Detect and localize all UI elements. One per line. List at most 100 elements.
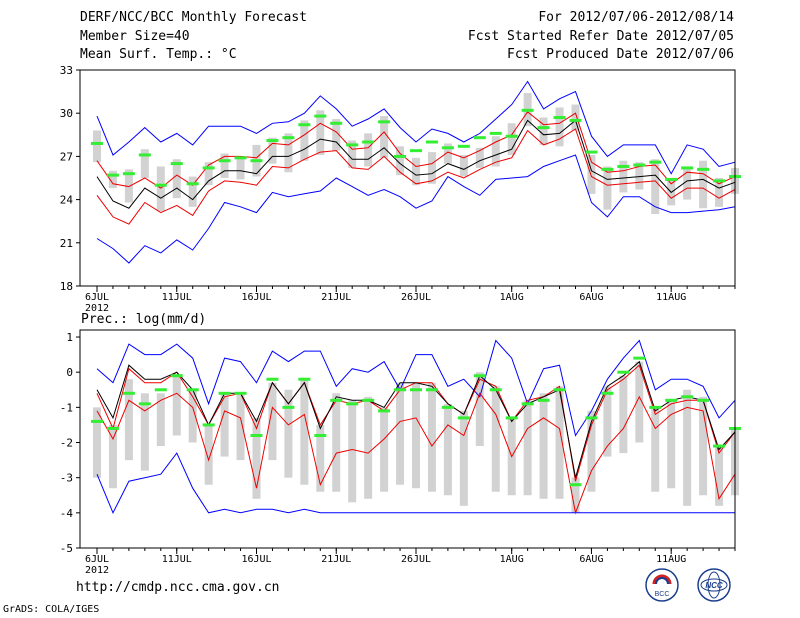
member-size: Member Size=40 bbox=[80, 29, 190, 44]
temperature-panel: 18 21 24 27 30 33 6JUL 11JUL 16JUL 21JUL 26JUL 1AUG… bbox=[60, 64, 741, 314]
x-tick-label: 11JUL bbox=[162, 292, 192, 303]
observation-mark bbox=[138, 153, 151, 157]
y-tick-label: 30 bbox=[60, 107, 73, 120]
spread-bar bbox=[140, 393, 149, 471]
y-tick-label: 24 bbox=[60, 194, 74, 207]
observation-mark bbox=[234, 391, 247, 395]
bcc-logo-icon: BCC bbox=[645, 568, 679, 602]
spread-bar bbox=[380, 407, 389, 492]
lower-percentile-line bbox=[96, 128, 736, 225]
spread-bar bbox=[619, 160, 628, 193]
observation-mark bbox=[410, 149, 422, 153]
grads-credit: GrADS: COLA/IGES bbox=[3, 604, 100, 615]
spread-bar bbox=[667, 400, 676, 489]
observation-mark bbox=[713, 179, 726, 183]
observation-mark bbox=[569, 483, 582, 487]
spread-bar bbox=[635, 361, 644, 443]
observation-mark bbox=[553, 388, 566, 392]
spread-bar bbox=[571, 477, 580, 513]
spread-bar bbox=[523, 400, 532, 496]
observation-mark bbox=[378, 120, 391, 124]
fcst-produced-date: Fcst Produced Date 2012/07/06 bbox=[507, 47, 734, 62]
spread-bar bbox=[491, 136, 500, 167]
spread-bar bbox=[539, 117, 548, 145]
observation-mark bbox=[186, 182, 199, 186]
spread-bar bbox=[364, 396, 373, 499]
observation-mark bbox=[202, 166, 215, 170]
spread-bar bbox=[93, 407, 101, 478]
spread-bar bbox=[443, 403, 452, 496]
spread-bar bbox=[284, 133, 293, 173]
observation-mark bbox=[122, 391, 135, 395]
spread-bar bbox=[396, 146, 405, 176]
y-tick-label: -3 bbox=[60, 472, 73, 485]
observation-mark bbox=[441, 405, 454, 409]
observation-mark bbox=[394, 388, 407, 392]
observation-mark bbox=[218, 159, 231, 163]
spread-bar bbox=[348, 400, 357, 503]
observation-mark bbox=[473, 136, 486, 140]
observation-mark bbox=[697, 167, 710, 171]
spread-bar bbox=[108, 424, 117, 489]
x-tick-label: 1AUG bbox=[500, 554, 524, 565]
spread-bar bbox=[443, 143, 452, 164]
y-tick-label: 33 bbox=[60, 64, 73, 77]
observation-mark bbox=[537, 398, 550, 402]
spread-bar bbox=[300, 379, 309, 485]
spread-bar bbox=[93, 130, 101, 163]
observation-mark bbox=[473, 374, 486, 378]
observation-mark bbox=[266, 377, 279, 381]
spread-bar bbox=[539, 393, 548, 499]
observation-mark bbox=[346, 402, 359, 406]
x-tick-label: 21JUL bbox=[321, 554, 351, 565]
observation-mark bbox=[489, 131, 502, 135]
observation-mark bbox=[234, 156, 247, 160]
y-tick-label: -4 bbox=[60, 507, 74, 520]
spread-bar bbox=[108, 170, 117, 189]
spread-bar bbox=[507, 123, 516, 155]
y-tick-label: 1 bbox=[66, 331, 73, 344]
spread-bar bbox=[427, 382, 436, 492]
observation-mark bbox=[505, 416, 518, 420]
observation-mark bbox=[106, 426, 119, 430]
spread-bar bbox=[236, 156, 245, 180]
observation-mark bbox=[378, 409, 391, 413]
observation-mark bbox=[665, 177, 678, 181]
observation-mark bbox=[106, 173, 119, 177]
max-line bbox=[96, 80, 736, 175]
max-line bbox=[96, 339, 736, 437]
spread-bar bbox=[172, 375, 181, 436]
spread-bar bbox=[459, 154, 468, 177]
spread-bar bbox=[268, 137, 277, 164]
observation-mark bbox=[697, 398, 710, 402]
spread-bar bbox=[635, 162, 644, 190]
spread-bar bbox=[364, 133, 373, 167]
source-url[interactable]: http://cmdp.ncc.cma.gov.cn bbox=[76, 580, 280, 595]
spread-bar bbox=[220, 153, 229, 178]
observation-mark bbox=[122, 172, 135, 176]
observation-mark bbox=[569, 118, 582, 122]
observation-mark bbox=[553, 116, 566, 120]
spread-bar bbox=[715, 446, 724, 506]
ncc-logo-text: NCC bbox=[705, 581, 723, 590]
spread-bar bbox=[236, 393, 245, 461]
observation-mark bbox=[91, 141, 103, 145]
x-tick-label: 6AUG bbox=[579, 292, 603, 303]
observation-mark bbox=[601, 391, 614, 395]
spread-bar bbox=[651, 159, 660, 214]
spread-bar bbox=[188, 176, 197, 207]
y-tick-label: 21 bbox=[60, 237, 73, 250]
observation-mark bbox=[457, 416, 470, 420]
spread-bar bbox=[555, 107, 564, 147]
spread-bar bbox=[427, 152, 436, 184]
spread-bar bbox=[683, 166, 692, 200]
x-tick-label: 26JUL bbox=[401, 554, 431, 565]
spread-bar bbox=[380, 116, 389, 158]
spread-bar bbox=[140, 149, 149, 178]
x-tick-label: 21JUL bbox=[321, 292, 351, 303]
observation-mark bbox=[298, 123, 311, 127]
observation-mark bbox=[314, 114, 327, 118]
spread-bar bbox=[124, 379, 133, 461]
